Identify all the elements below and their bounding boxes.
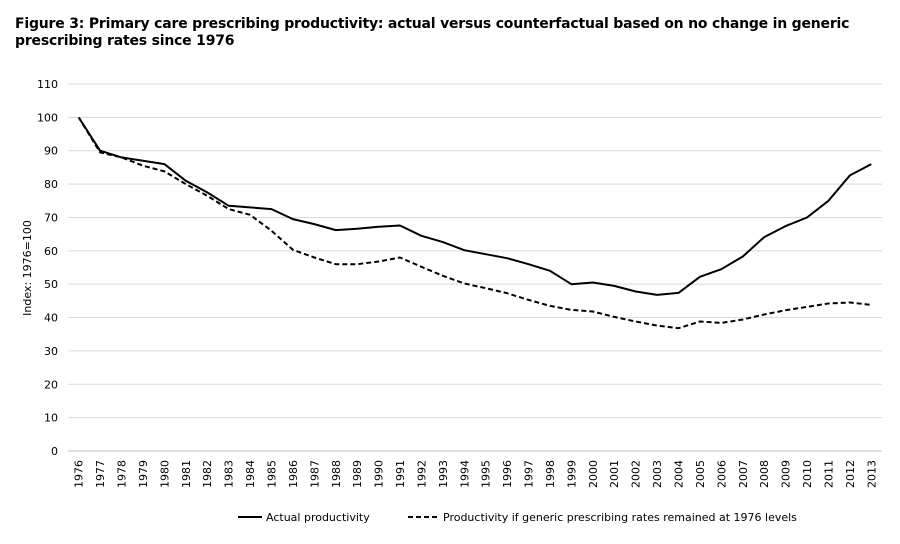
y-tick-label: 60 (44, 245, 58, 258)
x-tick-label: 1979 (137, 460, 150, 488)
y-tick-label: 40 (44, 312, 58, 325)
y-tick-label: 100 (37, 111, 58, 124)
x-tick-label: 1999 (565, 460, 578, 488)
x-tick-label: 2001 (608, 460, 621, 488)
x-tick-label: 2013 (865, 460, 878, 488)
legend-label-counterfactual: Productivity if generic prescribing rate… (443, 511, 797, 524)
x-tick-label: 1985 (266, 460, 279, 488)
x-tick-label: 1994 (458, 460, 471, 488)
x-tick-label: 2012 (844, 460, 857, 488)
legend: Actual productivity Productivity if gene… (238, 511, 797, 524)
chart-title: Figure 3: Primary care prescribing produ… (15, 16, 850, 49)
x-tick-label: 1995 (480, 460, 493, 488)
x-tick-label: 1981 (180, 460, 193, 488)
y-tick-label: 110 (37, 78, 58, 91)
y-tick-label: 90 (44, 145, 58, 158)
y-tick-label: 30 (44, 345, 58, 358)
x-tick-label: 1982 (201, 460, 214, 488)
y-axis-label: Index: 1976=100 (21, 220, 34, 316)
y-axis-ticks: 0 10 20 30 40 50 60 70 80 90 100 110 (37, 78, 58, 458)
x-tick-label: 2010 (801, 460, 814, 488)
y-tick-label: 80 (44, 178, 58, 191)
x-axis-ticks: 1976 1977 1978 1979 1980 1981 1982 1983 1984 1985… (73, 460, 879, 488)
x-tick-label: 2006 (715, 460, 728, 488)
gridlines (68, 83, 882, 419)
series-lines (77, 116, 872, 330)
x-tick-label: 1988 (330, 460, 343, 488)
x-tick-label: 1976 (73, 460, 86, 488)
y-tick-label: 20 (44, 378, 58, 391)
series-line-actual (77, 116, 872, 296)
y-tick-label: 70 (44, 211, 58, 224)
series-line-counterfactual (77, 116, 872, 330)
y-tick-label: 0 (51, 445, 58, 458)
x-tick-label: 2008 (758, 460, 771, 488)
x-tick-label: 1984 (244, 460, 257, 488)
x-tick-label: 1992 (415, 460, 428, 488)
x-tick-label: 2003 (651, 460, 664, 488)
x-tick-label: 2005 (694, 460, 707, 488)
x-tick-label: 2009 (780, 460, 793, 488)
x-tick-label: 2000 (587, 460, 600, 488)
x-tick-label: 1989 (351, 460, 364, 488)
x-tick-label: 2011 (822, 460, 835, 488)
legend-label-actual: Actual productivity (266, 511, 370, 524)
x-tick-label: 1983 (223, 460, 236, 488)
x-tick-label: 2004 (673, 460, 686, 488)
x-tick-label: 1990 (373, 460, 386, 488)
x-tick-label: 1978 (116, 460, 129, 488)
x-tick-label: 1977 (94, 460, 107, 488)
x-tick-label: 2002 (630, 460, 643, 488)
x-tick-label: 1986 (287, 460, 300, 488)
x-tick-label: 1987 (308, 460, 321, 488)
x-tick-label: 1993 (437, 460, 450, 488)
y-tick-label: 50 (44, 278, 58, 291)
x-tick-label: 1998 (544, 460, 557, 488)
x-tick-label: 1996 (501, 460, 514, 488)
x-tick-label: 1991 (394, 460, 407, 488)
x-tick-label: 2007 (737, 460, 750, 488)
x-tick-label: 1997 (523, 460, 536, 488)
y-tick-label: 10 (44, 412, 58, 425)
x-tick-label: 1980 (158, 460, 171, 488)
